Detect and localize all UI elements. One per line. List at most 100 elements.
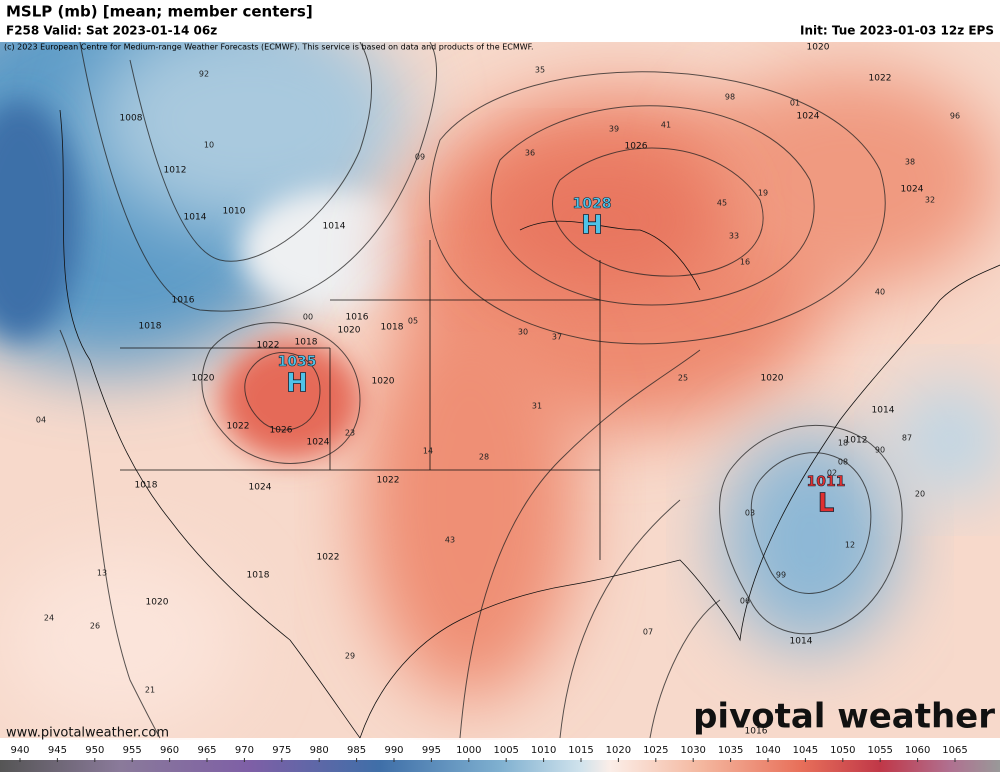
member-center: 99 xyxy=(776,571,786,580)
member-center: 19 xyxy=(758,189,768,198)
isobar-label: 1014 xyxy=(184,213,207,223)
colorbar xyxy=(0,760,1000,772)
isobar-label: 1020 xyxy=(338,326,361,336)
isobar-label: 1018 xyxy=(139,322,162,332)
isobar-label: 1016 xyxy=(745,727,768,737)
colorbar-label: 1045 xyxy=(793,745,818,756)
member-center: 28 xyxy=(479,453,489,462)
center-value: 1035 xyxy=(278,354,317,370)
isobar-label: 1010 xyxy=(223,207,246,217)
member-center: 31 xyxy=(532,402,542,411)
isobar-label: 1018 xyxy=(247,571,270,581)
isobar-label: 1022 xyxy=(257,341,280,351)
valid-time: F258 Valid: Sat 2023-01-14 06z xyxy=(6,24,217,38)
init-time: Init: Tue 2023-01-03 12z EPS xyxy=(800,24,994,38)
isobar-label: 1014 xyxy=(323,222,346,232)
isobar-label: 1020 xyxy=(372,377,395,387)
member-center: 37 xyxy=(552,333,562,342)
isobar-label: 1026 xyxy=(625,142,648,152)
isobar-label: 1022 xyxy=(377,476,400,486)
member-center: 43 xyxy=(445,536,455,545)
center-value: 1028 xyxy=(573,196,612,212)
member-center: 29 xyxy=(345,652,355,661)
isobar-label: 1020 xyxy=(807,43,830,53)
colorbar-label: 960 xyxy=(160,745,179,756)
colorbar-label: 1030 xyxy=(680,745,705,756)
member-center: 16 xyxy=(740,258,750,267)
center-letter: L xyxy=(818,489,835,519)
member-center: 96 xyxy=(950,112,960,121)
member-center: 24 xyxy=(44,614,54,623)
member-center: 20 xyxy=(915,490,925,499)
colorbar-label: 1005 xyxy=(493,745,518,756)
colorbar-label: 985 xyxy=(347,745,366,756)
isobar-label: 1012 xyxy=(164,166,187,176)
isobar-label: 1024 xyxy=(307,438,330,448)
colorbar-label: 945 xyxy=(48,745,67,756)
member-center: 21 xyxy=(145,686,155,695)
isobar-label: 1024 xyxy=(901,185,924,195)
center-value: 1011 xyxy=(807,474,846,490)
isobar-label: 1022 xyxy=(317,553,340,563)
member-center: 30 xyxy=(518,328,528,337)
member-center: 90 xyxy=(875,446,885,455)
url: www.pivotalweather.com xyxy=(6,726,169,741)
center-letter: H xyxy=(581,211,603,241)
isobar-label: 1014 xyxy=(872,406,895,416)
isobar-label: 1012 xyxy=(845,436,868,446)
isobar-label: 1008 xyxy=(120,114,143,124)
member-center: 23 xyxy=(345,429,355,438)
isobar-label: 1016 xyxy=(172,296,195,306)
isobar-label: 1016 xyxy=(346,313,369,323)
member-center: 33 xyxy=(729,232,739,241)
colorbar-label: 955 xyxy=(123,745,142,756)
colorbar-label: 965 xyxy=(197,745,216,756)
colorbar-label: 1035 xyxy=(718,745,743,756)
member-center: 00 xyxy=(303,313,313,322)
colorbar-label: 1025 xyxy=(643,745,668,756)
colorbar-label: 940 xyxy=(10,745,29,756)
member-center: 07 xyxy=(643,628,653,637)
member-center: 38 xyxy=(905,158,915,167)
colorbar-label: 980 xyxy=(310,745,329,756)
center-letter: H xyxy=(286,369,308,399)
colorbar-label: 995 xyxy=(422,745,441,756)
colorbar-label: 950 xyxy=(85,745,104,756)
member-center: 18 xyxy=(838,439,848,448)
colorbar-label: 970 xyxy=(235,745,254,756)
colorbar-label: 1050 xyxy=(830,745,855,756)
isobar-label: 1020 xyxy=(146,598,169,608)
colorbar-label: 1000 xyxy=(456,745,481,756)
member-center: 13 xyxy=(97,569,107,578)
member-center: 92 xyxy=(199,70,209,79)
member-center: 14 xyxy=(423,447,433,456)
isobar-label: 1024 xyxy=(249,483,272,493)
member-center: 01 xyxy=(790,99,800,108)
isobar-label: 1018 xyxy=(295,338,318,348)
isobar-label: 1022 xyxy=(227,422,250,432)
isobar-label: 1026 xyxy=(270,426,293,436)
member-center: 32 xyxy=(925,196,935,205)
colorbar-label: 1040 xyxy=(755,745,780,756)
isobar-label: 1024 xyxy=(797,112,820,122)
isobar-label: 1022 xyxy=(869,74,892,84)
member-center: 08 xyxy=(838,458,848,467)
member-center: 09 xyxy=(415,153,425,162)
isobar-label: 1020 xyxy=(192,374,215,384)
isobar-label: 1018 xyxy=(135,481,158,491)
isobar-label: 1014 xyxy=(790,637,813,647)
isobar-label: 1020 xyxy=(761,374,784,384)
colorbar-label: 1020 xyxy=(606,745,631,756)
member-center: 26 xyxy=(90,622,100,631)
member-center: 40 xyxy=(875,288,885,297)
member-center: 41 xyxy=(661,121,671,130)
member-center: 12 xyxy=(845,541,855,550)
colorbar-label: 990 xyxy=(384,745,403,756)
member-center: 06 xyxy=(740,597,750,606)
member-center: 25 xyxy=(678,374,688,383)
member-center: 05 xyxy=(408,317,418,326)
member-center: 04 xyxy=(36,416,46,425)
colorbar-label: 1065 xyxy=(942,745,967,756)
